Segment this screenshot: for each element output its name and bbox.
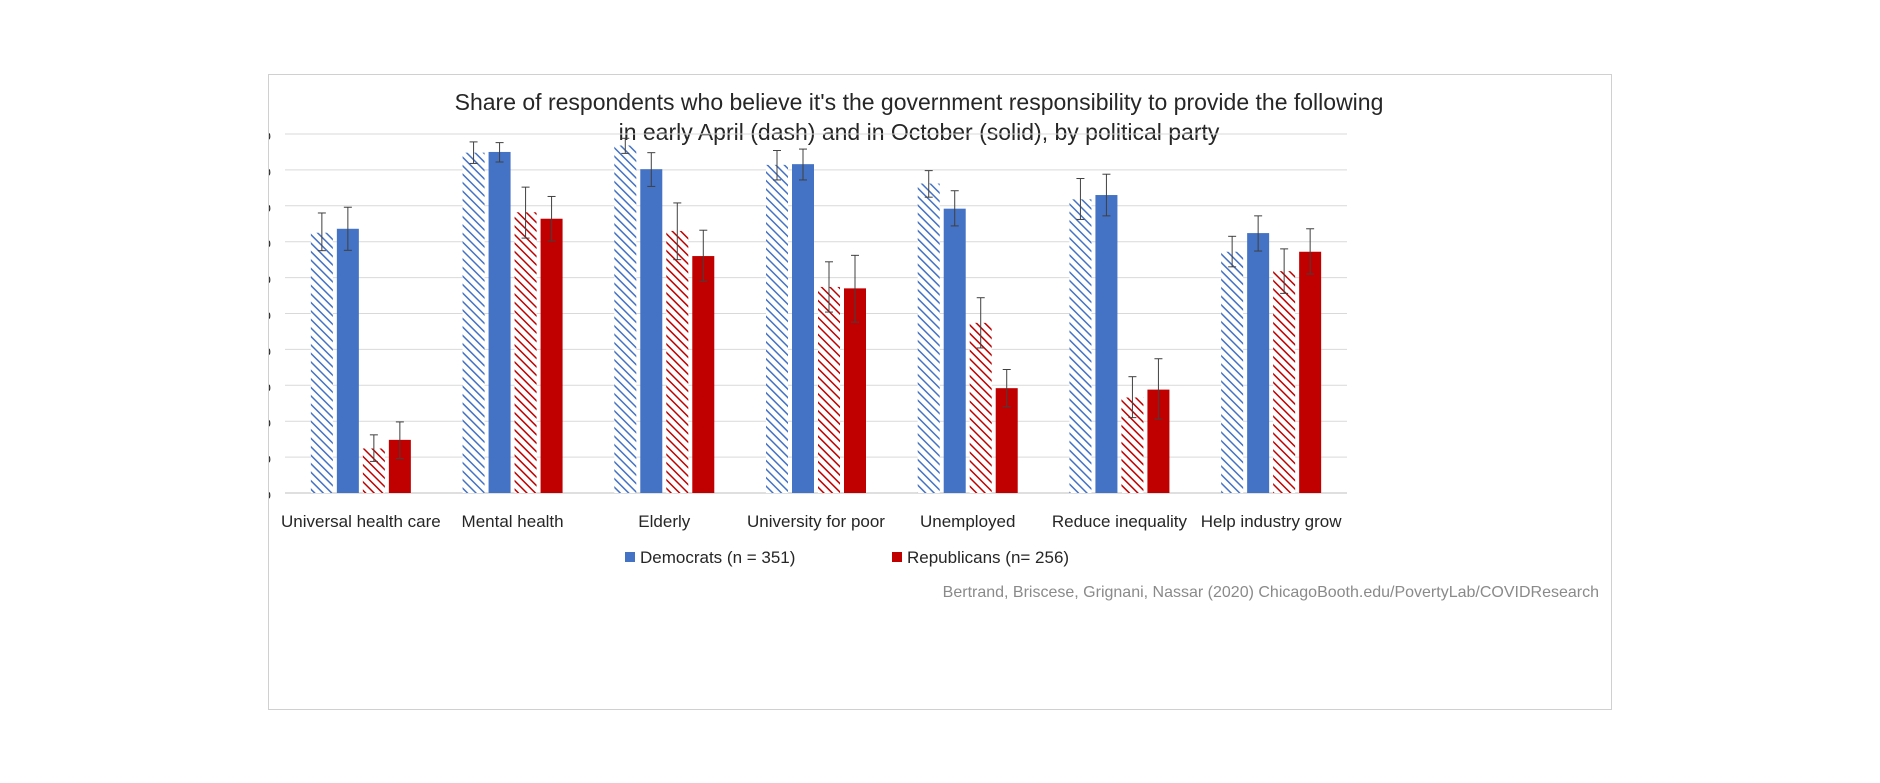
bars: [310, 145, 1322, 494]
error-bar: [851, 254, 859, 323]
error-bar: [950, 190, 959, 227]
bar-democrats-april: [1221, 251, 1244, 493]
legend-swatch: [625, 552, 635, 562]
error-bar: [469, 141, 478, 164]
bar-republicans-october: [844, 288, 866, 493]
bar-republicans-april: [818, 286, 840, 493]
error-bar: [495, 142, 504, 163]
chart-title-line-2: in early April (dash) and in October (so…: [619, 119, 1220, 145]
error-bar: [1280, 248, 1289, 294]
error-bar: [924, 170, 933, 198]
error-bar: [773, 150, 781, 181]
error-bar: [1002, 369, 1011, 408]
y-tick-label: 70%: [269, 233, 271, 252]
y-tick-label: 40%: [269, 340, 271, 359]
y-axis-ticks: 0% 10% 20% 30% 40% 50% 60% 70% 80% 90% 100%: [269, 125, 271, 503]
bar-democrats-april: [614, 145, 637, 493]
error-bar: [369, 434, 378, 462]
legend-label: Democrats (n = 351): [640, 548, 795, 567]
error-bar: [395, 421, 404, 460]
bar-republicans-april: [1121, 397, 1144, 493]
bar-democrats-april: [1069, 199, 1092, 493]
x-tick-label: Elderly: [638, 512, 690, 531]
source-note: Bertrand, Briscese, Grignani, Nassar (20…: [943, 584, 1599, 601]
bar-republicans-october: [388, 439, 411, 493]
bar-republicans-april: [1273, 271, 1296, 493]
legend-label: Republicans (n= 256): [907, 548, 1069, 567]
error-bar: [1076, 178, 1085, 220]
chart-frame: Share of respondents who believe it's th…: [268, 74, 1612, 710]
error-bar: [699, 229, 708, 282]
legend: Democrats (n = 351) Republicans (n= 256): [625, 548, 1069, 567]
y-tick-label: 10%: [269, 448, 271, 467]
chart: Share of respondents who believe it's th…: [269, 89, 1599, 601]
error-bar: [343, 206, 352, 251]
error-bar: [1128, 376, 1137, 419]
y-tick-label: 60%: [269, 269, 271, 288]
bar-democrats-april: [462, 152, 485, 493]
bar-democrats-october: [336, 228, 359, 493]
bar-democrats-october: [792, 164, 814, 493]
bar-republicans-october: [692, 256, 715, 493]
error-bar: [673, 202, 682, 261]
error-bar: [976, 297, 985, 349]
gridlines: [285, 133, 1347, 494]
error-bar: [799, 148, 807, 181]
bar-republicans-april: [969, 322, 992, 493]
x-tick-label: Help industry grow: [1201, 512, 1343, 531]
bar-democrats-october: [1247, 233, 1270, 494]
bar-democrats-october: [1095, 195, 1118, 493]
error-bar: [647, 152, 656, 187]
error-bar: [1102, 173, 1111, 217]
x-tick-label: Mental health: [462, 512, 564, 531]
bar-republicans-april: [362, 448, 385, 493]
error-bar: [1254, 215, 1263, 252]
y-tick-label: 90%: [269, 161, 271, 180]
y-tick-label: 100%: [269, 125, 271, 144]
x-tick-label: University for poor: [747, 512, 885, 531]
error-bar: [1306, 228, 1315, 275]
error-bar: [521, 186, 530, 239]
error-bars: [317, 137, 1315, 462]
bar-republicans-october: [995, 388, 1018, 493]
bar-democrats-october: [488, 151, 511, 493]
error-bar: [825, 261, 833, 313]
chart-title-line-1: Share of respondents who believe it's th…: [455, 89, 1384, 115]
x-tick-label: Reduce inequality: [1052, 512, 1188, 531]
bar-republicans-april: [514, 212, 537, 493]
error-bar: [1154, 358, 1163, 420]
bar-republicans-october: [1147, 389, 1170, 493]
y-tick-label: 0%: [269, 484, 271, 503]
y-tick-label: 80%: [269, 197, 271, 216]
y-tick-label: 30%: [269, 376, 271, 395]
x-axis-categories: Universal health care Mental health Elderl…: [281, 512, 1342, 531]
bar-republicans-october: [540, 218, 563, 493]
legend-swatch: [892, 552, 902, 562]
bar-republicans-april: [666, 230, 689, 493]
bar-democrats-october: [640, 169, 663, 493]
error-bar: [547, 195, 556, 242]
x-tick-label: Unemployed: [920, 512, 1015, 531]
y-tick-label: 50%: [269, 305, 271, 324]
error-bar: [621, 137, 630, 154]
bar-republicans-october: [1299, 251, 1322, 493]
bar-democrats-april: [766, 164, 788, 493]
error-bar: [317, 212, 326, 252]
bar-democrats-april: [917, 183, 940, 493]
error-bar: [1228, 235, 1237, 268]
x-tick-label: Universal health care: [281, 512, 441, 531]
y-tick-label: 20%: [269, 412, 271, 431]
bar-democrats-april: [310, 232, 333, 493]
bar-democrats-october: [943, 208, 966, 493]
